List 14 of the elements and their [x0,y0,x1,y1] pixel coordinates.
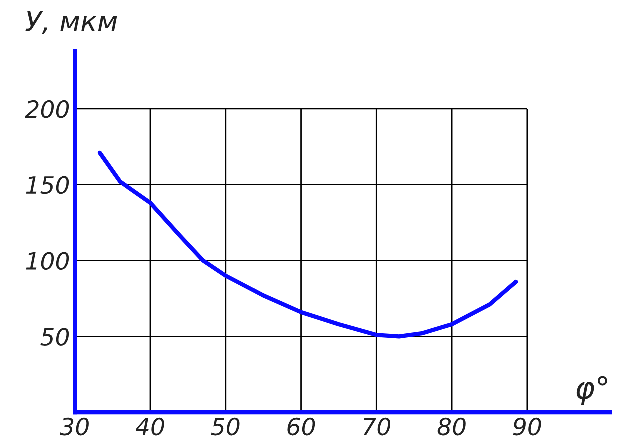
x-tick-label: 60 [288,418,316,436]
y-tick-label: 150 [26,176,70,194]
y-tick-label: 200 [25,100,70,118]
x-axis-title: φ° [576,376,608,406]
line-series [98,150,518,339]
x-tick-label: 70 [364,418,390,436]
y-tick-label: 100 [26,252,70,270]
x-tick-label: 50 [211,418,240,436]
y-tick-label: 50 [40,328,70,346]
y-axis-title: У, мкм [26,10,118,34]
x-tick-label: 80 [438,418,466,436]
x-tick-label: 40 [136,418,164,436]
x-tick-label: 30 [60,418,89,436]
x-tick-label: 90 [513,418,542,436]
